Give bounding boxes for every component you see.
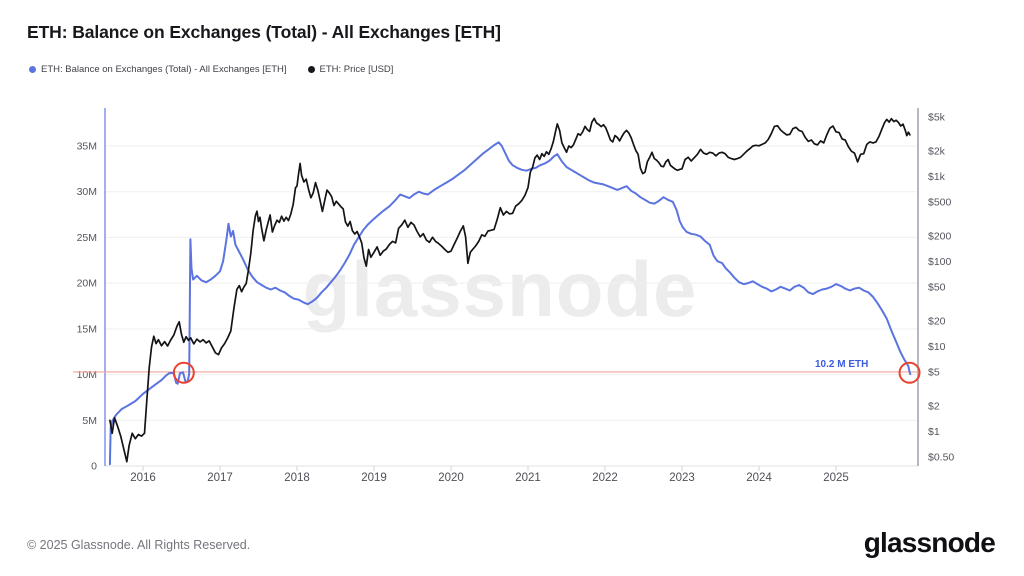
balance-series-dot-icon: [29, 66, 36, 73]
right-axis-label: $100: [928, 256, 952, 268]
glassnode-logo: glassnode: [863, 527, 996, 558]
legend-item-label: ETH: Price [USD]: [319, 64, 394, 75]
left-axis-label: 0: [91, 461, 97, 473]
legend-item-label: ETH: Balance on Exchanges (Total) - All …: [41, 64, 287, 75]
legend-item-price[interactable]: ETH: Price [USD]: [307, 64, 394, 75]
watermark-text: glassnode: [303, 245, 698, 333]
right-axis-label: $5: [928, 367, 940, 379]
right-axis-label: $200: [928, 230, 952, 242]
right-axis-label: $1k: [928, 171, 946, 183]
left-axis-label: 15M: [77, 323, 97, 335]
x-axis-label: 2022: [592, 472, 618, 484]
legend-item-balance[interactable]: ETH: Balance on Exchanges (Total) - All …: [29, 64, 287, 75]
right-axis-label: $0.50: [928, 452, 954, 464]
left-axis-label: 20M: [77, 278, 97, 290]
balance-series-line[interactable]: [108, 141, 912, 466]
highlight-circle: [898, 361, 921, 384]
x-axis-label: 2017: [207, 472, 233, 484]
left-axis-label: 30M: [77, 186, 97, 198]
left-axis-label: 25M: [77, 232, 97, 244]
right-axis-label: $2k: [928, 145, 946, 157]
price-series-dot-icon: [307, 66, 315, 73]
price-series-line[interactable]: [109, 117, 911, 463]
left-axis-label: 35M: [77, 140, 97, 152]
copyright-text: © 2025 Glassnode. All Rights Reserved.: [27, 538, 251, 552]
threshold-annotation: 10.2 M ETH: [815, 359, 868, 370]
right-axis-label: $1: [928, 426, 940, 438]
x-axis-label: 2024: [746, 472, 772, 484]
right-axis-label: $5k: [928, 112, 946, 124]
x-axis-label: 2023: [669, 472, 695, 484]
right-axis-label: $20: [928, 315, 946, 327]
chart-legend: ETH: Balance on Exchanges (Total) - All …: [29, 64, 393, 75]
x-axis-label: 2019: [361, 472, 387, 484]
left-axis-label: 5M: [82, 415, 97, 427]
right-axis-label: $2: [928, 400, 940, 412]
x-axis-label: 2020: [438, 472, 464, 484]
right-axis-label: $50: [928, 282, 946, 294]
highlight-circle: [172, 361, 195, 384]
x-axis-label: 2018: [284, 472, 310, 484]
right-axis-label: $10: [928, 341, 946, 353]
x-axis-label: 2021: [515, 472, 541, 484]
left-axis-label: 10M: [77, 369, 97, 381]
x-axis-label: 2025: [823, 472, 849, 484]
page-title: ETH: Balance on Exchanges (Total) - All …: [27, 22, 501, 42]
right-axis-label: $500: [928, 197, 952, 209]
x-axis-label: 2016: [130, 472, 156, 484]
